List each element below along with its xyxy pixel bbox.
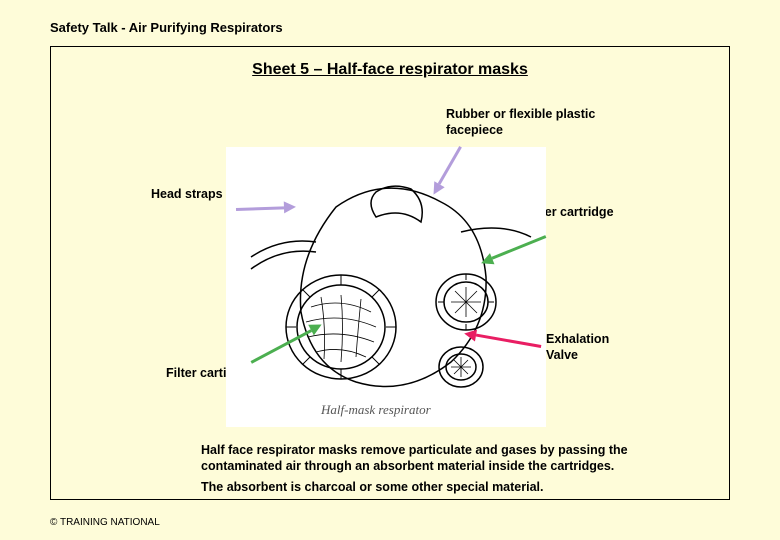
description-paragraph-2: The absorbent is charcoal or some other … [201,479,661,495]
content-frame: Sheet 5 – Half-face respirator masks Rub… [50,46,730,500]
description-paragraph-1: Half face respirator masks remove partic… [201,442,661,475]
label-exhalation-valve: Exhalation Valve [546,332,636,363]
copyright-footer: © TRAINING NATIONAL [50,517,160,528]
diagram-caption: Half-mask respirator [321,402,431,418]
label-facepiece: Rubber or flexible plastic facepiece [446,107,646,138]
page-header: Safety Talk - Air Purifying Respirators [50,20,283,35]
arrow-head-straps [236,207,296,209]
label-head-straps: Head straps [151,187,223,203]
respirator-diagram [226,147,546,427]
sheet-title: Sheet 5 – Half-face respirator masks [252,61,528,79]
respirator-svg [226,147,546,427]
